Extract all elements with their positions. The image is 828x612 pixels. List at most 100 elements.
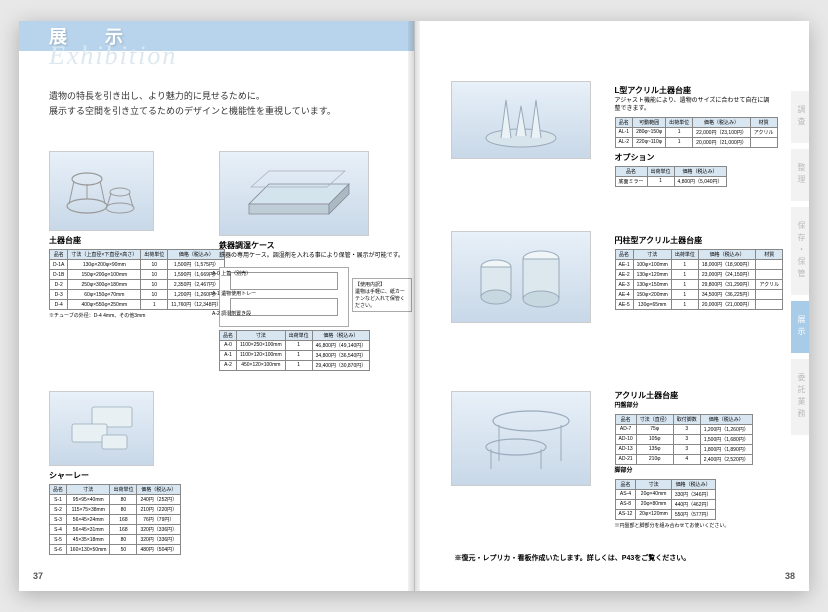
- lgata-desc: アジャスト機能により、遺物のサイズに合わせて自在に調整できます。: [615, 98, 775, 114]
- table-row: AD-13135φ31,800円（1,890円）: [615, 444, 752, 454]
- table-header: 寸法: [67, 485, 110, 495]
- table-row: AE-1100φ×100mm118,000円（18,900円）: [615, 260, 783, 270]
- dokidai-table: 品名寸法（上直径×下直径×高さ）出荷単位価格（税込み）D-1A130φ×200φ…: [49, 249, 225, 310]
- table-header: 寸法: [633, 250, 671, 260]
- table-row: S-545×35×18mm80320円（336円）: [50, 535, 181, 545]
- table-header: 品名: [50, 485, 67, 495]
- choshitsu-title: 鉄器調湿ケース: [219, 240, 404, 251]
- table-header: 寸法（上直径×下直径×高さ）: [68, 250, 141, 260]
- table-header: 寸法（直径）: [636, 414, 673, 424]
- table-row: A-11100×120×100mm134,800円（36,540円）: [220, 350, 370, 360]
- acryl-table1: 品名寸法（直径）取付脚数価格（税込み）AD-775φ31,200円（1,260円…: [615, 414, 753, 465]
- table-header: 価格（税込み）: [312, 330, 370, 340]
- table-row: AD-10105φ31,500円（1,680円）: [615, 434, 752, 444]
- table-header: 出荷単位: [647, 166, 674, 176]
- footer-note: ※復元・レプリカ・看板作成いたします。詳しくは、P43をご覧ください。: [455, 553, 691, 563]
- side-tab[interactable]: 保存・保管: [791, 207, 809, 295]
- table-row: AS-1220φ×120mm550円（577円）: [615, 509, 715, 519]
- schale-title: シャーレー: [49, 470, 181, 481]
- lgata-option-table: 品名出荷単位価格（税込み）底面ミラー14,800円（5,040円）: [615, 166, 727, 187]
- table-header: 価格（税込み）: [693, 117, 751, 127]
- lgata-option-title: オプション: [615, 152, 775, 163]
- catalog-spread: 展 示 Exhibition 遺物の特長を引き出し、より魅力的に見せるために。 …: [19, 21, 809, 591]
- table-header: 価格（税込み）: [137, 485, 181, 495]
- table-row: S-2115×75×38mm80210円（220円）: [50, 505, 181, 515]
- table-row: D-4400φ×550φ×250mm111,760円（12,348円）: [50, 300, 225, 310]
- side-tab[interactable]: 整理: [791, 149, 809, 201]
- lgata-info: L型アクリル土器台座 アジャスト機能により、遺物のサイズに合わせて自在に調整でき…: [615, 81, 775, 187]
- table-row: D-1A130φ×200φ×90mm101,500円（1,575円）: [50, 260, 225, 270]
- header-subtitle: Exhibition: [49, 41, 177, 71]
- table-header: 品名: [615, 166, 647, 176]
- acryl-note: ※円盤部と脚部分を組み合わせてお使いください。: [615, 522, 785, 529]
- choshitsu-desc: 鉄器の専用ケース。調湿剤を入れる事により保管・展示が可能です。: [219, 253, 404, 261]
- table-row: S-356×45×24mm16876円（79円）: [50, 515, 181, 525]
- acryl-sub1: 円盤部分: [615, 403, 785, 411]
- table-row: A-01100×250×100mm146,800円（49,140円）: [220, 340, 370, 350]
- product-dokidai: 土器台座 品名寸法（上直径×下直径×高さ）出荷単位価格（税込み）D-1A130φ…: [49, 151, 225, 319]
- table-row: 底面ミラー14,800円（5,040円）: [615, 176, 726, 186]
- table-row: AL-1280φ~150φ122,000円（23,100円）アクリル: [615, 127, 777, 137]
- table-header: 品名: [615, 414, 636, 424]
- lgata-title: L型アクリル土器台座: [615, 85, 775, 96]
- table-row: D-2250φ×300φ×180mm102,350円（2,467円）: [50, 280, 225, 290]
- table-header: 価格（税込み）: [700, 414, 752, 424]
- acryl-info: アクリル土器台座 円盤部分 品名寸法（直径）取付脚数価格（税込み）AD-775φ…: [615, 386, 785, 529]
- table-header: 品名: [220, 330, 237, 340]
- table-row: AL-2220φ~110φ120,000円（21,000円）: [615, 137, 777, 147]
- side-tab[interactable]: 展示: [791, 301, 809, 353]
- table-header: 取付脚数: [673, 414, 700, 424]
- table-row: AE-2130φ×120mm123,000円（24,150円）: [615, 270, 783, 280]
- table-header: 価格（税込み）: [671, 479, 715, 489]
- intro-line1: 遺物の特長を引き出し、より魅力的に見せるために。: [49, 89, 384, 104]
- table-row: AE-5130φ×65mm120,000円（21,000円）: [615, 300, 783, 310]
- choshitsu-image: [219, 151, 369, 236]
- table-row: AE-4150φ×200mm134,500円（36,225円）: [615, 290, 783, 300]
- table-row: AS-820φ×80mm440円（462円）: [615, 499, 715, 509]
- lgata-table: 品名可動範囲出荷単位価格（税込み）材質AL-1280φ~150φ122,000円…: [615, 117, 778, 148]
- product-acryl: [451, 391, 591, 486]
- table-header: 材質: [756, 250, 783, 260]
- intro-text: 遺物の特長を引き出し、より魅力的に見せるために。 展示する空間を引き立てるための…: [49, 89, 384, 120]
- page-number-right: 38: [785, 571, 795, 581]
- table-row: S-6160×130×50mm50480円（504円）: [50, 545, 181, 555]
- table-header: 寸法: [636, 479, 671, 489]
- page-left: 展 示 Exhibition 遺物の特長を引き出し、より魅力的に見せるために。 …: [19, 21, 415, 591]
- lgata-image: [451, 81, 591, 159]
- enchu-info: 円柱型アクリル土器台座 品名寸法出荷単位価格（税込み）材質AE-1100φ×10…: [615, 231, 785, 310]
- table-header: 材質: [750, 117, 777, 127]
- table-row: D-360φ×150φ×70mm101,200円（1,260円）: [50, 290, 225, 300]
- enchu-image: [451, 231, 591, 323]
- product-choshitsu: 鉄器調湿ケース 鉄器の専用ケース。調湿剤を入れる事により保管・展示が可能です。 …: [219, 151, 404, 371]
- side-tab[interactable]: 調査: [791, 91, 809, 143]
- choshitsu-table: 品名寸法出荷単位価格（税込み）A-01100×250×100mm146,800円…: [219, 330, 370, 371]
- table-row: AE-3130φ×150mm129,800円（31,290円）アクリル: [615, 280, 783, 290]
- table-row: S-195×95×40mm80240円（252円）: [50, 495, 181, 505]
- schale-image: [49, 391, 154, 466]
- side-tabs: 調査整理保存・保管展示委託業務: [791, 91, 809, 435]
- table-header: 出荷単位: [285, 330, 312, 340]
- choshitsu-diagram: A-0 上蓋（別売） A-1 遺物使用トレー A-2 調湿剤置き段 【使用内訳】…: [219, 267, 349, 327]
- table-header: 出荷単位: [671, 250, 698, 260]
- enchu-title: 円柱型アクリル土器台座: [615, 235, 785, 246]
- intro-line2: 展示する空間を引き立てるためのデザインと機能性を重視しています。: [49, 104, 384, 119]
- table-header: 品名: [615, 479, 636, 489]
- dokidai-title: 土器台座: [49, 235, 225, 246]
- dokidai-image: [49, 151, 154, 231]
- table-header: 価格（税込み）: [674, 166, 726, 176]
- schale-table: 品名寸法出荷単位価格（税込み）S-195×95×40mm80240円（252円）…: [49, 484, 181, 555]
- table-row: AS-420φ×40mm330円（346円）: [615, 489, 715, 499]
- product-lgata: [451, 81, 591, 159]
- dokidai-note: ※チューブの外径：D-4 4mm、その他3mm: [49, 312, 225, 319]
- side-tab[interactable]: 委託業務: [791, 359, 809, 435]
- table-row: A-2450×120×100mm129,400円（30,870円）: [220, 360, 370, 370]
- table-header: 品名: [615, 250, 633, 260]
- table-header: 寸法: [237, 330, 286, 340]
- table-header: 出荷単位: [666, 117, 693, 127]
- page-number-left: 37: [33, 571, 43, 581]
- product-enchu: [451, 231, 591, 323]
- table-header: 出荷単位: [141, 250, 168, 260]
- table-header: 可動範囲: [633, 117, 666, 127]
- table-header: 品名: [50, 250, 68, 260]
- acryl-title: アクリル土器台座: [615, 390, 785, 401]
